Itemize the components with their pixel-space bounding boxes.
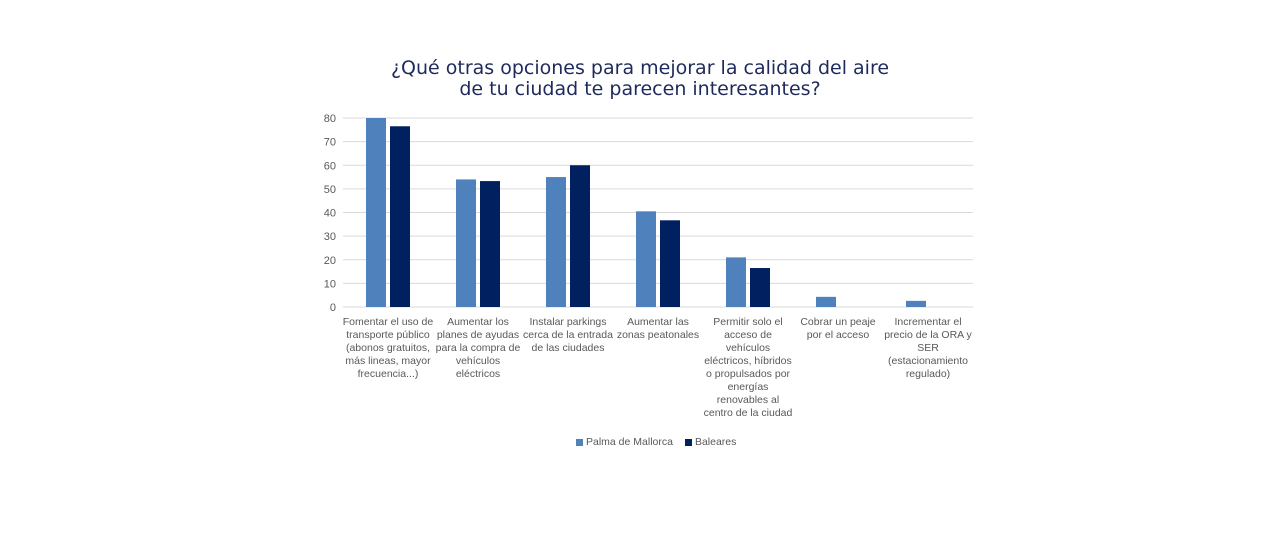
x-category-label-line: Aumentar las (627, 316, 689, 328)
legend-label-baleares: Baleares (694, 436, 737, 448)
y-tick-label: 0 (330, 302, 336, 314)
legend-label-palma: Palma de Mallorca (586, 436, 673, 448)
y-tick-label: 60 (324, 160, 336, 172)
bar-baleares (570, 165, 590, 307)
x-category-label: Instalar parkings cerca de la entrada de l… (522, 316, 614, 355)
x-category-label-line: vehículos (725, 342, 771, 354)
x-category-label-line: eléctricos, híbridos (704, 355, 792, 367)
x-category-label-line: para la compra de (435, 342, 521, 354)
x-category-label-line: precio de la ORA y (884, 329, 972, 341)
bar-palma (366, 118, 386, 307)
x-category-label-line: Incrementar el (894, 316, 962, 328)
x-category-label: Aumentar los planes de ayudas para la comp… (432, 316, 524, 381)
legend-swatch-baleares (684, 438, 692, 446)
legend-swatch-palma (576, 438, 583, 446)
x-category-label-line: Cobrar un peaje (800, 316, 876, 328)
legend-item-baleares: Baleares (684, 436, 737, 448)
x-category-label-line: (estacionamiento (888, 355, 968, 367)
x-category-label-line: (abonos gratuitos, (345, 342, 431, 354)
x-category-label-line: renovables al (716, 394, 780, 406)
bar-palma (906, 300, 926, 307)
chart-title: ¿Qué otras opciones para mejorar la cali… (340, 58, 940, 100)
y-tick-label: 80 (324, 113, 336, 125)
x-category-label-line: de las ciudades (531, 342, 605, 354)
bar-palma (546, 177, 566, 307)
x-category-label-line: planes de ayudas (436, 329, 520, 341)
x-category-label-line: más lineas, mayor (345, 355, 431, 367)
bar-palma (456, 179, 476, 307)
bar-baleares (660, 220, 680, 307)
x-category-label-line: SER (917, 342, 939, 354)
y-tick-label: 50 (324, 184, 336, 196)
bar-palma (816, 296, 836, 307)
chart-title-line-2: de tu ciudad te parecen interesantes? (459, 78, 821, 100)
bar-baleares (480, 181, 500, 307)
x-category-label-line: Instalar parkings (529, 316, 607, 328)
x-category-label-line: Aumentar los (447, 316, 509, 328)
x-category-label-line: Fomentar el uso de (342, 316, 434, 328)
x-category-label-line: centro de la ciudad (703, 407, 793, 419)
x-category-label-line: por el acceso (806, 329, 870, 341)
x-category-label-line: o propulsados por (705, 368, 791, 380)
x-category-label: Incrementar el precio de la ORA y SER (esta… (882, 316, 974, 381)
y-tick-label: 70 (324, 137, 336, 149)
legend: Palma de Mallorca Baleares (576, 436, 736, 448)
x-category-label-line: eléctricos (455, 368, 501, 380)
bar-baleares (750, 268, 770, 307)
x-category-label-line: acceso de (724, 329, 772, 341)
x-category-label-line: regulado) (905, 368, 951, 380)
x-category-label-line: transporte público (346, 329, 430, 341)
chart-title-line-1: ¿Qué otras opciones para mejorar la cali… (390, 57, 890, 79)
x-category-label-line: vehículos (455, 355, 501, 367)
x-category-label: Permitir solo el acceso de vehículos eléctr… (702, 316, 794, 420)
x-category-label-line: cerca de la entrada (523, 329, 613, 341)
x-category-label: Cobrar un peaje por el acceso (792, 316, 884, 342)
x-category-label-line: Permitir solo el (713, 316, 783, 328)
x-category-label-line: energías (727, 381, 769, 393)
y-tick-label: 20 (324, 255, 336, 267)
bar-palma (726, 257, 746, 307)
legend-item-palma: Palma de Mallorca (576, 436, 673, 448)
y-tick-label: 30 (324, 231, 336, 243)
bar-palma (636, 211, 656, 307)
y-tick-label: 40 (324, 208, 336, 220)
x-category-label: Fomentar el uso de transporte público (abo… (342, 316, 434, 381)
x-category-label: Aumentar las zonas peatonales (612, 316, 704, 342)
x-category-label-line: frecuencia...) (357, 368, 419, 380)
bar-baleares (390, 126, 410, 307)
y-tick-label: 10 (324, 278, 336, 290)
x-category-label-line: zonas peatonales (616, 329, 700, 341)
